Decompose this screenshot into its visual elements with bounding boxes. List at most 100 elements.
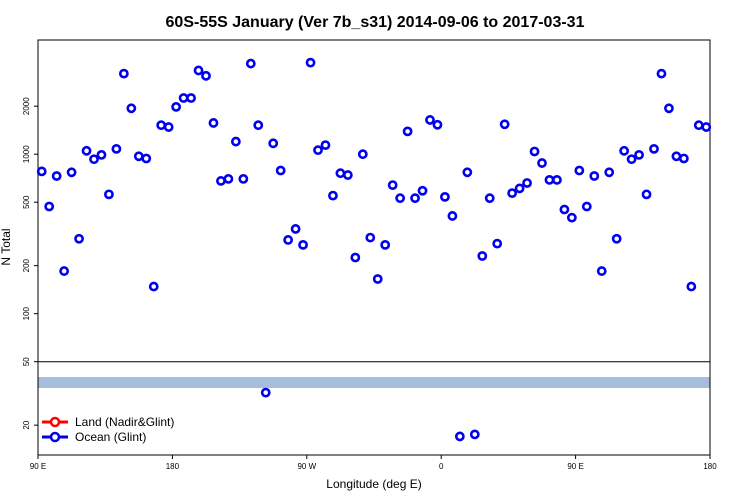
data-point — [671, 151, 682, 162]
data-point — [268, 138, 279, 149]
data-point — [425, 115, 435, 125]
data-point — [283, 235, 294, 245]
data-point — [522, 178, 532, 188]
x-tick-label: 180 — [703, 462, 717, 471]
data-point — [574, 165, 585, 176]
data-point — [126, 103, 137, 114]
data-point — [305, 57, 316, 68]
data-point — [447, 211, 458, 221]
data-point — [290, 224, 301, 234]
data-point — [298, 239, 308, 250]
data-point — [245, 58, 256, 69]
data-point — [186, 93, 196, 103]
ocean-points — [36, 57, 712, 442]
data-point — [462, 167, 473, 178]
legend-ocean-label: Ocean (Glint) — [75, 430, 146, 444]
x-tick-label: 90 W — [297, 462, 316, 471]
data-point — [350, 252, 361, 263]
y-tick-label: 100 — [22, 306, 31, 320]
data-point — [148, 281, 159, 292]
data-point — [544, 174, 555, 185]
data-point — [163, 122, 174, 132]
data-point — [477, 251, 488, 261]
legend-land-marker — [49, 416, 61, 428]
data-point — [238, 173, 249, 184]
data-point — [141, 153, 152, 164]
data-point — [223, 173, 234, 184]
data-point — [193, 65, 204, 76]
plot-frame — [37, 39, 711, 456]
data-point — [440, 191, 450, 202]
data-point — [537, 158, 547, 168]
data-point — [611, 233, 622, 244]
data-point — [664, 103, 674, 114]
legend-ocean-marker — [49, 431, 61, 443]
data-point — [499, 119, 510, 130]
data-point — [133, 151, 144, 162]
data-point — [230, 136, 241, 147]
coverage-band — [38, 377, 710, 389]
x-axis-ticks: 90 E 180 90 W 0 90 E 180 — [30, 455, 717, 471]
data-point — [372, 274, 383, 284]
y-tick-label: 1000 — [22, 145, 31, 163]
data-point — [656, 68, 667, 79]
data-point — [410, 193, 420, 204]
data-point — [342, 170, 353, 180]
data-point — [686, 281, 697, 292]
data-point — [365, 232, 376, 243]
data-point — [619, 145, 630, 156]
data-point — [432, 119, 443, 130]
data-point — [335, 168, 346, 179]
data-point — [492, 238, 503, 249]
data-point — [604, 167, 615, 178]
data-point — [357, 149, 368, 160]
y-axis-label: N Total — [0, 228, 13, 265]
data-point — [59, 266, 70, 276]
x-tick-label: 180 — [166, 462, 180, 471]
data-point — [66, 167, 77, 178]
data-point — [74, 233, 84, 244]
data-point — [201, 70, 211, 81]
data-point — [552, 174, 562, 185]
data-point — [387, 180, 398, 191]
data-point — [275, 165, 286, 176]
band-layer — [38, 377, 710, 389]
data-point — [693, 120, 704, 131]
y-tick-label: 20 — [22, 420, 31, 429]
y-tick-label: 200 — [22, 258, 31, 272]
data-point — [402, 126, 413, 137]
legend-land-label: Land (Nadir&Glint) — [75, 415, 174, 429]
y-tick-label: 2000 — [22, 97, 31, 115]
x-tick-label: 90 E — [567, 462, 583, 471]
data-point — [417, 185, 428, 196]
data-point — [89, 154, 99, 165]
data-point — [507, 188, 518, 199]
data-point — [395, 193, 406, 204]
data-point — [156, 120, 167, 131]
data-point — [626, 154, 637, 165]
data-point — [589, 171, 600, 181]
data-point — [641, 189, 652, 200]
data-point — [380, 239, 391, 250]
x-tick-label: 0 — [439, 462, 444, 471]
data-point — [484, 193, 495, 204]
data-point — [81, 145, 92, 156]
data-point — [320, 140, 331, 151]
data-point — [566, 212, 577, 223]
data-point — [253, 120, 264, 131]
data-point — [581, 201, 592, 212]
x-tick-label: 90 E — [30, 462, 46, 471]
data-point — [216, 176, 226, 186]
data-point — [328, 190, 338, 201]
data-point — [469, 429, 480, 440]
data-point — [559, 204, 570, 215]
data-point — [313, 145, 323, 156]
data-point — [178, 93, 189, 103]
data-point — [701, 122, 712, 132]
data-point — [118, 68, 129, 79]
data-point — [104, 189, 114, 200]
data-point — [649, 143, 659, 154]
data-point — [514, 183, 525, 194]
data-point — [36, 166, 47, 177]
